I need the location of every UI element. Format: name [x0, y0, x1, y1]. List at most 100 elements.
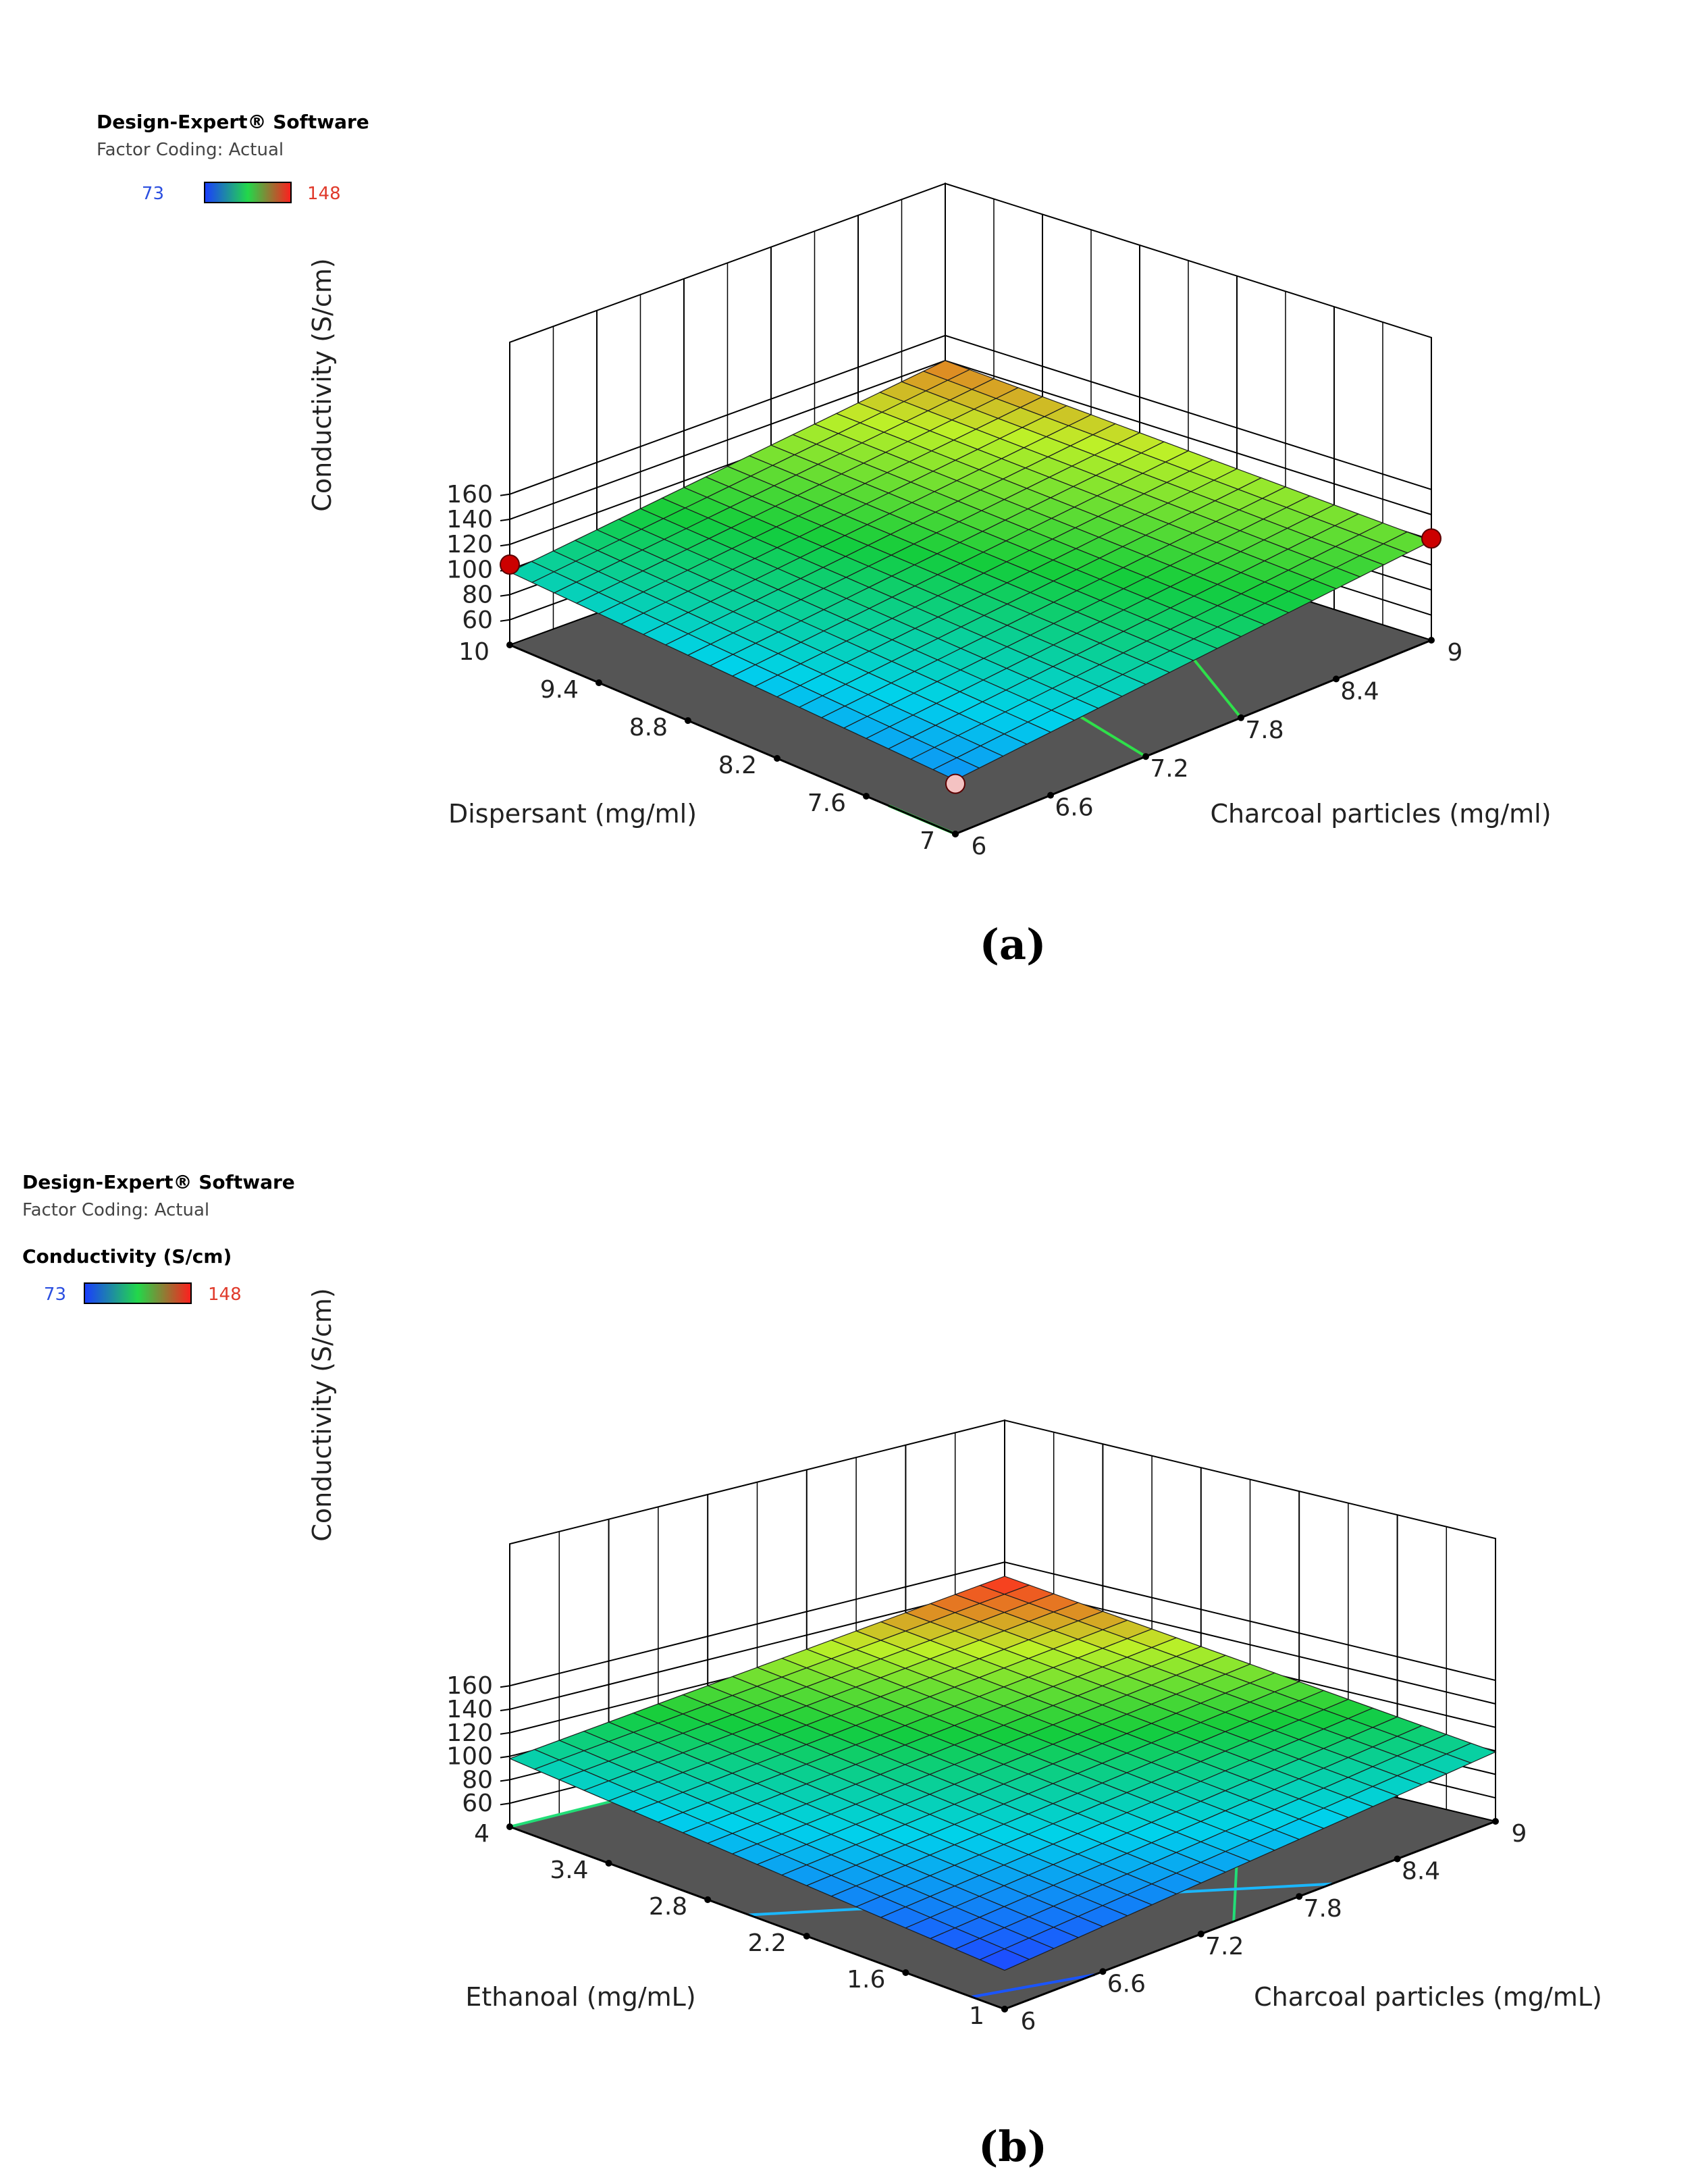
- panel-caption-b: (b): [978, 2122, 1047, 2171]
- y-tick-label: 1.6: [847, 1966, 885, 1994]
- z-tick-label: 100: [446, 1743, 493, 1771]
- panel-caption-a: (a): [980, 920, 1047, 969]
- x-axis-label-b: Charcoal particles (mg/mL): [1254, 1982, 1602, 2012]
- y-tick-mark: [595, 679, 602, 686]
- y-axis-line: [509, 644, 956, 835]
- z-tick-label: 60: [462, 1790, 493, 1817]
- software-info-a: Design-Expert® Software Factor Coding: A…: [97, 111, 369, 204]
- y-tick-mark: [685, 717, 691, 724]
- z-tick-label: 80: [462, 1766, 493, 1794]
- z-tick-mark: [500, 1802, 510, 1806]
- z-tick-mark: [500, 594, 510, 597]
- z-tick-label: 160: [446, 1672, 493, 1700]
- x-tick-mark: [1333, 675, 1340, 683]
- panel-a: Design-Expert® Software Factor Coding: A…: [97, 111, 1552, 969]
- y-axis-label-a: Dispersant (mg/ml): [448, 799, 697, 829]
- z-tick-mark: [500, 619, 510, 622]
- x-tick-mark: [1099, 1968, 1107, 1975]
- x-tick-label: 8.4: [1402, 1858, 1440, 1886]
- x-tick-label: 7.2: [1205, 1933, 1244, 1960]
- y-tick-label: 7: [920, 827, 935, 855]
- y-tick-label: 8.2: [718, 752, 757, 779]
- legend-min-b: 73: [44, 1284, 66, 1305]
- y-tick-mark: [902, 1969, 909, 1976]
- z-tick-label: 160: [446, 481, 493, 509]
- surface-cell: [932, 757, 980, 781]
- z-axis-label-a: Conductivity (S/cm): [307, 258, 337, 511]
- wall-gridline: [509, 1561, 1496, 1687]
- y-tick-mark: [704, 1896, 712, 1903]
- x-tick-label: 6: [1021, 2008, 1036, 2035]
- x-tick-mark: [1197, 1930, 1205, 1938]
- z-tick-label: 140: [446, 506, 493, 534]
- z-tick-label: 60: [462, 606, 493, 634]
- y-tick-mark: [952, 831, 959, 837]
- software-info-b: Design-Expert® Software Factor Coding: A…: [22, 1171, 295, 1305]
- factor-coding-a: Factor Coding: Actual: [97, 140, 284, 160]
- x-tick-label: 9: [1512, 1820, 1527, 1848]
- surface-cell: [978, 1948, 1030, 1971]
- y-tick-label: 9.4: [540, 676, 579, 704]
- z-tick-label: 120: [446, 531, 493, 558]
- x-tick-label: 7.8: [1304, 1895, 1342, 1923]
- y-tick-mark: [803, 1933, 810, 1940]
- x-tick-mark: [1047, 791, 1054, 799]
- response-surface: [508, 360, 1433, 781]
- y-tick-mark: [863, 793, 870, 800]
- design-point-marker: [500, 554, 520, 575]
- y-tick-mark: [506, 642, 513, 648]
- y-tick-label: 8.8: [629, 714, 668, 742]
- y-tick-label: 1: [969, 2002, 984, 2030]
- y-tick-mark: [1001, 2006, 1008, 2012]
- y-tick-label: 2.2: [748, 1929, 787, 1957]
- x-tick-label: 8.4: [1340, 677, 1379, 705]
- x-tick-mark: [1394, 1855, 1401, 1863]
- z-tick-mark: [500, 519, 510, 521]
- x-tick-mark: [1142, 753, 1149, 760]
- x-tick-label: 7.8: [1245, 717, 1283, 744]
- y-tick-mark: [506, 1823, 513, 1830]
- z-tick-mark: [500, 1732, 510, 1735]
- software-title-b: Design-Expert® Software: [22, 1171, 295, 1193]
- legend-max-a: 148: [307, 184, 341, 204]
- z-tick-label: 80: [462, 581, 493, 609]
- z-tick-mark: [500, 544, 510, 547]
- y-tick-label: 4: [474, 1820, 489, 1848]
- x-axis-line: [955, 639, 1432, 835]
- z-tick-label: 140: [446, 1696, 493, 1723]
- floor-axes: 6 6.6 7.2 7.8 8.4 9 1 1.6 2.2 2.8 3.4 4: [474, 1818, 1527, 2035]
- floor-axes: 6 6.6 7.2 7.8 8.4 9 7 7.6 8.2 8.8 9.4 10: [458, 637, 1462, 860]
- z-axis-label-b: Conductivity (S/cm): [307, 1288, 337, 1541]
- x-tick-label: 6.6: [1055, 794, 1093, 822]
- color-legend-bar-a: [204, 182, 292, 203]
- y-tick-label: 10: [458, 638, 489, 666]
- y-axis-line: [509, 1825, 1005, 2010]
- x-axis-label-a: Charcoal particles (mg/ml): [1210, 799, 1551, 829]
- y-tick-label: 7.6: [808, 789, 846, 817]
- z-tick-label: 120: [446, 1719, 493, 1747]
- design-point-marker: [945, 773, 965, 794]
- y-axis-label-b: Ethanoal (mg/mL): [465, 1982, 695, 2012]
- y-tick-mark: [605, 1860, 612, 1867]
- z-tick-mark: [500, 493, 510, 496]
- design-points: [500, 528, 1441, 794]
- design-point-marker: [1421, 528, 1441, 549]
- y-tick-label: 3.4: [550, 1856, 588, 1884]
- x-axis-line: [1004, 1820, 1496, 2010]
- x-tick-mark: [1428, 637, 1435, 644]
- legend-response-title-b: Conductivity (S/cm): [22, 1245, 232, 1268]
- x-tick-label: 6.6: [1107, 1970, 1146, 1998]
- x-tick-label: 7.2: [1150, 755, 1188, 783]
- factor-coding-b: Factor Coding: Actual: [22, 1200, 209, 1220]
- x-tick-label: 6: [972, 833, 987, 860]
- legend-min-a: 73: [142, 184, 164, 204]
- floor-contour-line: [971, 1973, 1095, 1998]
- z-tick-mark: [500, 1685, 510, 1688]
- color-legend-bar-b: [84, 1282, 192, 1304]
- z-tick-mark: [500, 1709, 510, 1711]
